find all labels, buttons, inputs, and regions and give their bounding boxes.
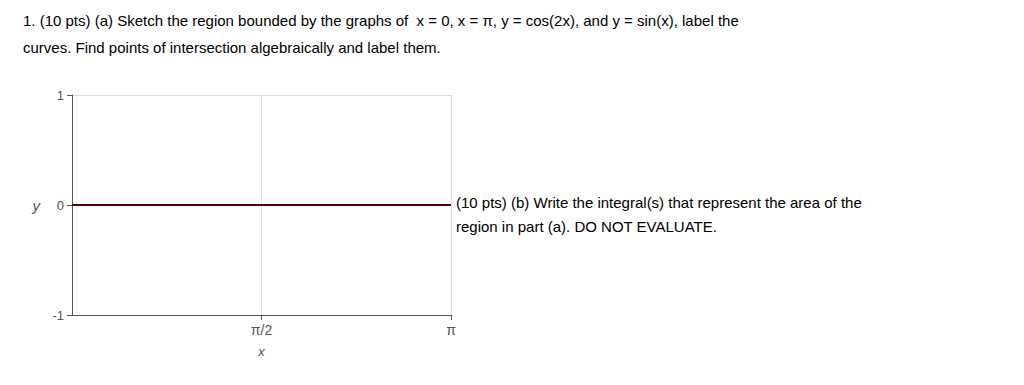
svg-text:1: 1 bbox=[57, 88, 64, 103]
svg-text:π/2: π/2 bbox=[251, 322, 273, 338]
svg-text:-1: -1 bbox=[52, 308, 64, 323]
svg-text:region in part (a). DO NOT EVA: region in part (a). DO NOT EVALUATE. bbox=[456, 218, 717, 235]
svg-text:curves. Find points of interse: curves. Find points of intersection alge… bbox=[23, 39, 441, 56]
svg-text:π: π bbox=[446, 322, 456, 338]
svg-text:y: y bbox=[32, 197, 42, 214]
svg-text:x: x bbox=[257, 344, 265, 359]
svg-text:0: 0 bbox=[57, 198, 64, 213]
svg-text:(10 pts) (b) Write the integra: (10 pts) (b) Write the integral(s) that … bbox=[456, 194, 862, 211]
svg-text:1. (10 pts) (a) Sketch the reg: 1. (10 pts) (a) Sketch the region bounde… bbox=[23, 12, 739, 29]
